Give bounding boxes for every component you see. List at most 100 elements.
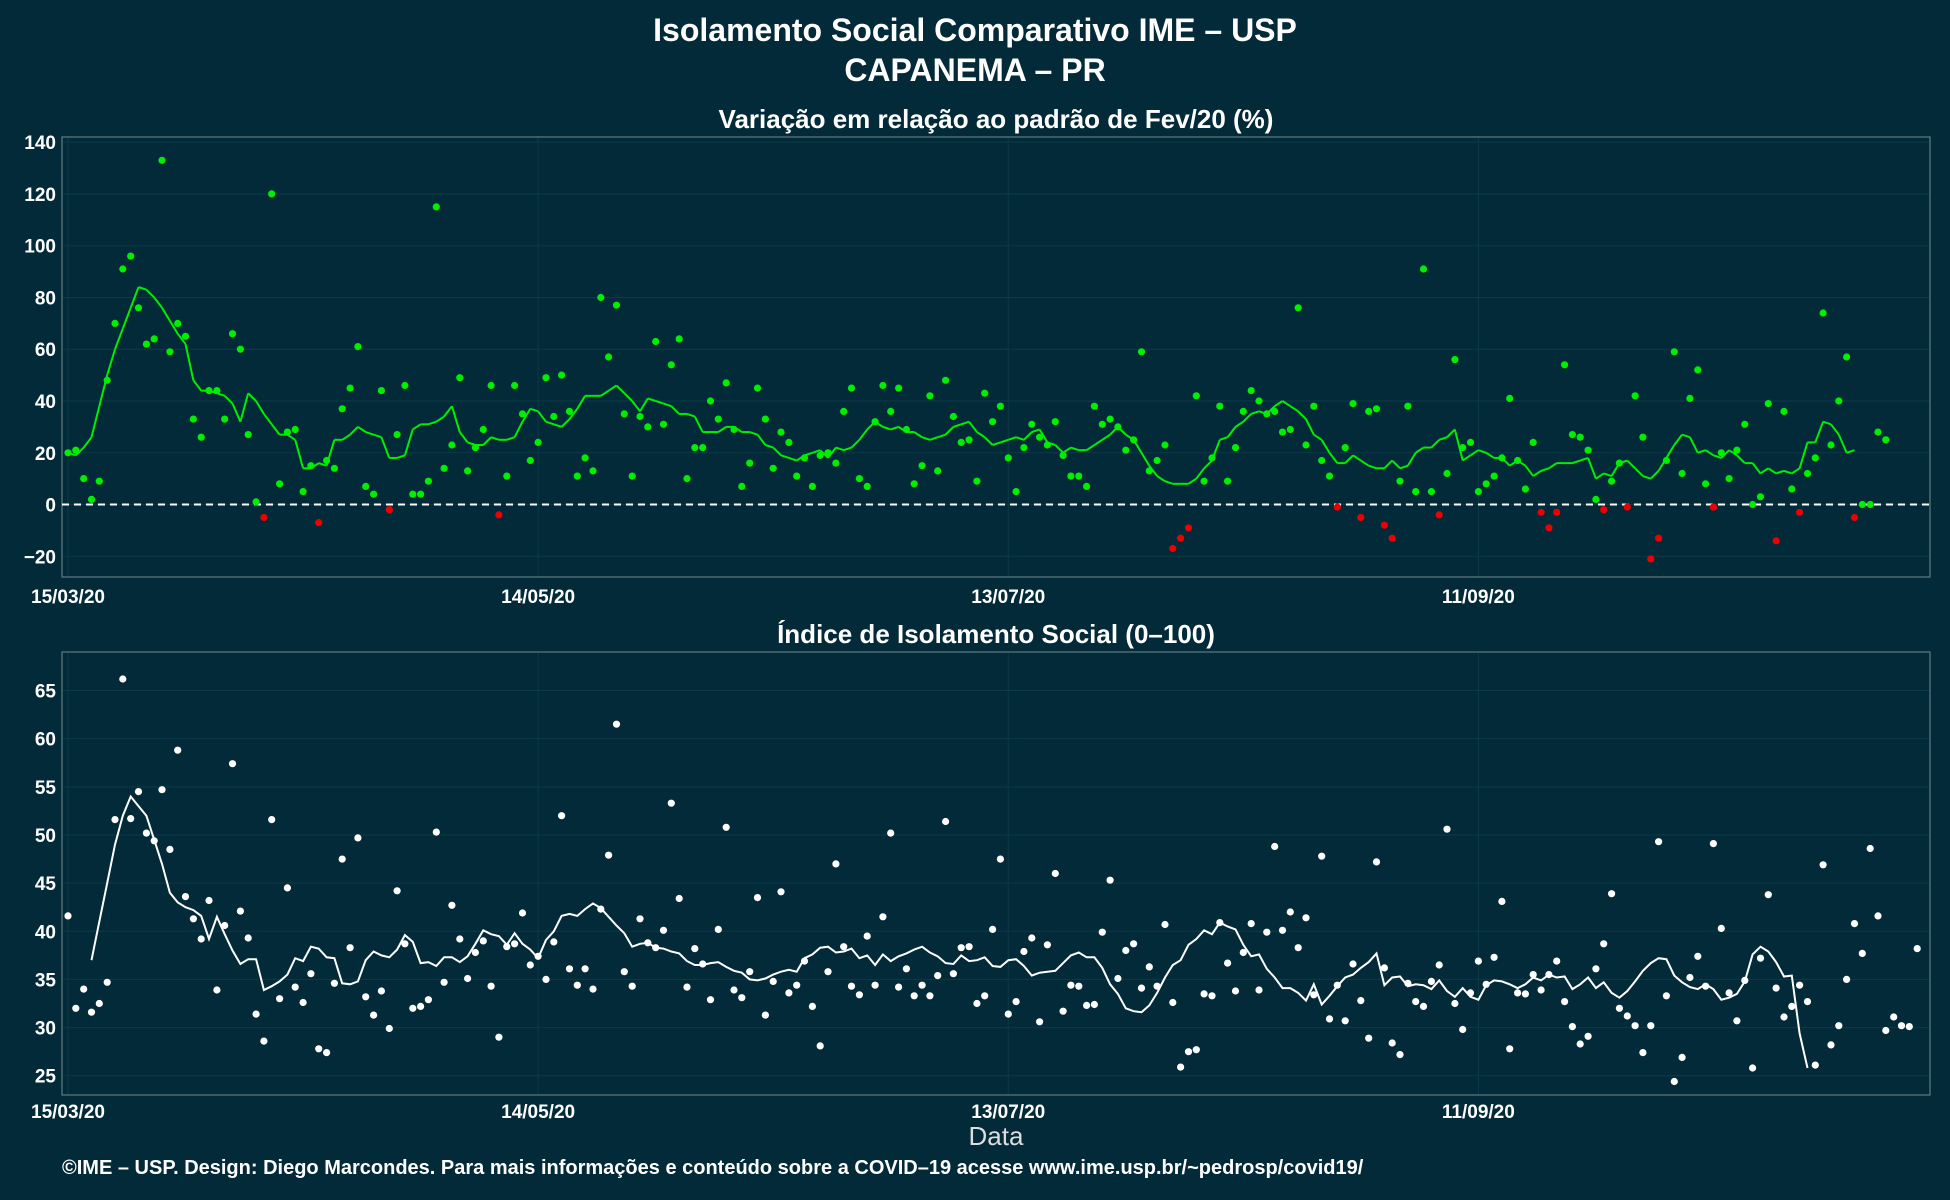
panel1-trend-segment: [1634, 467, 1644, 477]
panel1-trend-segment: [357, 426, 367, 433]
panel1-x-tick-label: 11/09/20: [1442, 587, 1515, 608]
panel1-trend-segment: [192, 379, 202, 392]
panel1-trend-segment: [349, 426, 359, 436]
panel1-trend-segment: [90, 405, 101, 438]
panel1-trend-segment: [1830, 423, 1840, 436]
panel1-point: [1357, 513, 1365, 522]
panel2-point: [581, 965, 589, 973]
panel1-trend-segment: [403, 429, 414, 456]
panel2-point: [683, 983, 691, 991]
panel1-trend-segment: [396, 454, 406, 459]
panel2-point: [558, 812, 566, 820]
panel1-y-tick-label: 140: [24, 133, 56, 154]
panel1-point: [64, 449, 72, 457]
panel2-point: [1835, 1022, 1843, 1030]
panel1-point: [221, 415, 229, 423]
panel2-point: [675, 894, 683, 903]
panel1-point: [1286, 425, 1294, 434]
panel1-trend-segment: [960, 420, 970, 426]
panel2-point: [1608, 890, 1616, 898]
panel1-trend-segment: [231, 403, 242, 423]
panel1-trend-segment: [1673, 434, 1683, 446]
panel2-point: [64, 912, 72, 920]
panel1-point: [534, 438, 542, 446]
panel1-trend-segment: [1274, 400, 1284, 408]
panel1-point: [354, 343, 362, 351]
panel1-point: [1866, 500, 1874, 509]
panel1-point: [1843, 353, 1851, 361]
panel1-point: [565, 407, 574, 415]
panel1-trend-segment: [1540, 467, 1550, 472]
panel1-point: [1686, 394, 1694, 402]
panel1-point: [1717, 449, 1725, 457]
panel1-trend-segment: [835, 446, 845, 452]
panel2-point: [1051, 869, 1059, 878]
panel1-point: [1537, 508, 1545, 516]
panel2-point: [299, 998, 307, 1007]
panel2-point: [824, 968, 832, 976]
panel1-trend-segment: [1751, 462, 1762, 475]
panel2-point: [1302, 914, 1310, 922]
panel1-trend-segment: [1250, 410, 1260, 415]
panel1-trend-segment: [341, 433, 351, 441]
panel1-trend-segment: [1297, 410, 1307, 420]
panel2-point: [181, 893, 190, 901]
panel1-trend-segment: [1093, 438, 1103, 446]
panel2-point: [510, 940, 519, 948]
panel2-point: [362, 993, 370, 1001]
panel2-point: [1506, 1045, 1514, 1053]
panel2-point: [1365, 1034, 1373, 1042]
panel2-point: [268, 816, 276, 824]
panel1-trend-segment: [176, 333, 187, 345]
panel2-point: [503, 943, 511, 951]
panel1-trend-segment: [655, 400, 664, 405]
panel1-point: [1231, 444, 1240, 452]
panel1-trend-segment: [1572, 459, 1581, 465]
panel1-trend-segment: [286, 433, 296, 441]
panel1-trend-segment: [1000, 438, 1009, 444]
panel2-point: [150, 837, 158, 845]
panel2-point: [816, 1042, 824, 1050]
panel1-point: [1506, 394, 1514, 402]
panel1-point: [80, 475, 88, 483]
panel1-point: [1647, 555, 1655, 563]
panel2-point: [221, 921, 229, 930]
panel1-point: [87, 495, 96, 503]
panel2-point: [769, 977, 777, 986]
panel2-point: [346, 944, 354, 952]
panel2-point: [1318, 852, 1326, 860]
panel2-point: [550, 938, 558, 946]
panel1-point: [910, 480, 918, 488]
panel1-point: [417, 490, 425, 498]
panel1-point: [1568, 431, 1576, 439]
panel1-point: [1271, 407, 1279, 415]
panel2-point: [213, 986, 221, 994]
panel1-trend-segment: [976, 431, 986, 439]
panel1-point: [1412, 488, 1420, 496]
panel1-point: [1145, 467, 1153, 475]
panel1-point: [973, 477, 981, 485]
panel1-trend-segment: [1767, 467, 1777, 475]
panel2-point: [1341, 1017, 1349, 1025]
panel2-point: [895, 983, 903, 991]
panel1-point: [1592, 495, 1600, 503]
panel2-point: [777, 888, 785, 896]
panel1-point: [1694, 366, 1702, 374]
panel2-point: [800, 957, 809, 965]
panel2-point: [699, 960, 707, 968]
panel2-point: [879, 913, 887, 921]
panel2-point: [1866, 844, 1874, 853]
panel1-trend-segment: [1759, 467, 1769, 475]
panel2-point: [722, 823, 730, 831]
panel2-point: [1012, 998, 1020, 1006]
panel1-point: [1396, 477, 1404, 485]
panel1-point: [847, 384, 856, 392]
panel1-point: [1278, 428, 1287, 436]
panel1-point: [1341, 444, 1349, 452]
panel2-point: [166, 845, 174, 854]
panel1-point: [346, 384, 354, 392]
panel1-point: [1043, 441, 1051, 449]
panel2-point: [370, 1011, 378, 1019]
panel1-trend-segment: [1642, 475, 1652, 480]
panel2-trend-line: [90, 794, 1809, 1069]
